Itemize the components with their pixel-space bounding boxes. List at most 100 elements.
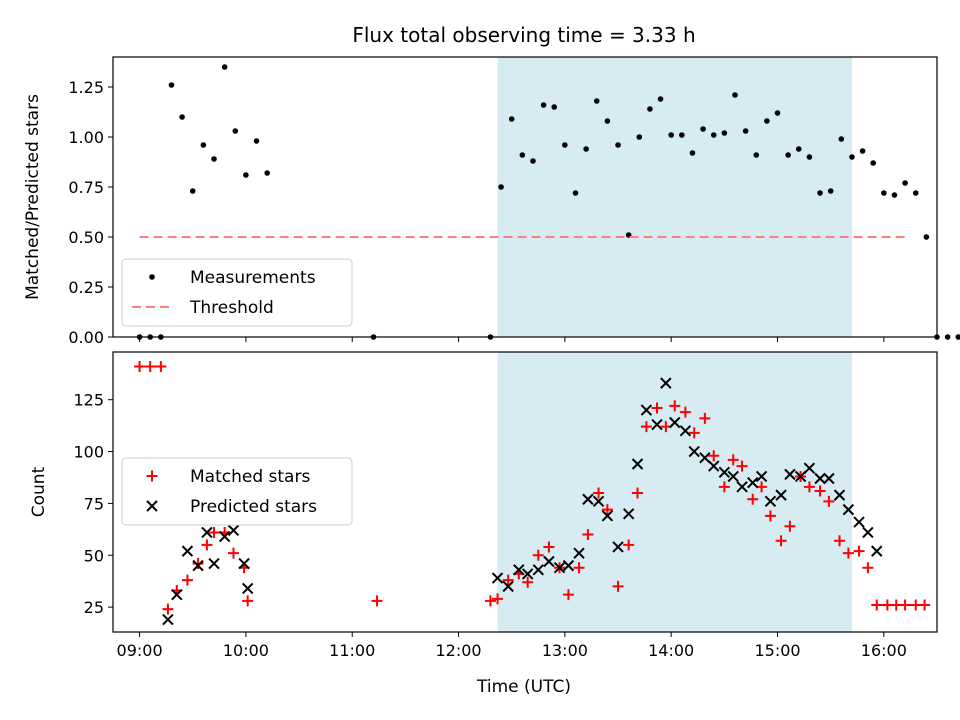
matched-star-point bbox=[632, 487, 644, 499]
measurement-point bbox=[647, 106, 653, 112]
y-tick-label: 25 bbox=[84, 598, 104, 617]
measurement-point bbox=[785, 152, 791, 158]
measurement-point bbox=[636, 134, 643, 140]
measurement-point bbox=[955, 334, 960, 340]
matched-star-point bbox=[562, 589, 574, 601]
matched-star-point bbox=[834, 535, 846, 547]
predicted-star-point bbox=[755, 470, 768, 483]
measurement-point bbox=[732, 92, 738, 98]
measurement-point bbox=[859, 148, 866, 154]
legend-swatch-predicted bbox=[146, 500, 158, 512]
measurement-point bbox=[604, 118, 611, 124]
bottom-shaded-region bbox=[497, 352, 852, 632]
predicted-star-point bbox=[622, 508, 635, 520]
measurement-point bbox=[530, 158, 536, 164]
predicted-star-point bbox=[562, 559, 575, 572]
measurement-point bbox=[211, 156, 217, 162]
x-tick-label: 14:00 bbox=[648, 641, 694, 660]
predicted-star-point bbox=[764, 495, 777, 508]
matched-star-point bbox=[522, 576, 534, 588]
top-marks bbox=[136, 64, 960, 340]
predicted-star-point bbox=[218, 530, 231, 543]
top-y-axis-label: Matched/Predicted stars bbox=[23, 94, 43, 300]
predicted-star-point bbox=[521, 568, 534, 580]
matched-star-point bbox=[871, 599, 883, 611]
measurement-point bbox=[679, 132, 685, 138]
predicted-star-point bbox=[573, 547, 585, 559]
legend-label: Threshold bbox=[189, 298, 274, 318]
predicted-star-point bbox=[727, 470, 739, 483]
measurement-point bbox=[168, 82, 175, 88]
measurement-point bbox=[221, 64, 228, 70]
predicted-star-point bbox=[171, 588, 183, 601]
measurement-point bbox=[764, 118, 770, 124]
predicted-star-point bbox=[601, 510, 614, 522]
legend-swatch-matched bbox=[146, 470, 158, 482]
predicted-star-point bbox=[871, 545, 883, 557]
predicted-star-point bbox=[631, 458, 644, 470]
predicted-star-point bbox=[543, 555, 555, 568]
bottom-y-axis-label: Count bbox=[29, 466, 49, 517]
measurement-point bbox=[540, 102, 547, 108]
measurement-point bbox=[849, 154, 855, 160]
matched-star-point bbox=[134, 361, 146, 373]
predicted-star-point bbox=[532, 564, 544, 576]
measurement-point bbox=[817, 190, 823, 196]
measurement-point bbox=[179, 114, 185, 120]
matched-star-point bbox=[242, 595, 254, 607]
legend-label: Matched stars bbox=[190, 467, 310, 487]
predicted-star-point bbox=[162, 613, 174, 626]
matched-star-point bbox=[582, 529, 594, 541]
measurement-point bbox=[668, 132, 674, 138]
predicted-star-point bbox=[502, 580, 514, 593]
matched-star-point bbox=[718, 481, 730, 493]
measurement-point bbox=[774, 110, 781, 116]
measurement-point bbox=[243, 172, 249, 178]
x-tick-label: 10:00 bbox=[223, 641, 269, 660]
measurement-point bbox=[551, 104, 558, 110]
measurement-point bbox=[710, 132, 717, 138]
predicted-star-point bbox=[747, 476, 759, 489]
predicted-star-point bbox=[784, 468, 796, 481]
matched-star-point bbox=[784, 520, 796, 532]
legend-box bbox=[121, 457, 353, 526]
matched-star-point bbox=[803, 481, 815, 493]
measurement-point bbox=[572, 190, 579, 196]
measurement-point bbox=[827, 188, 834, 194]
predicted-star-point bbox=[513, 564, 525, 576]
measurement-point bbox=[806, 154, 813, 160]
measurement-point bbox=[232, 128, 239, 134]
predicted-star-point bbox=[192, 559, 204, 572]
y-tick-label: 0.50 bbox=[68, 228, 104, 247]
measurement-point bbox=[657, 96, 664, 102]
predicted-star-point bbox=[651, 418, 663, 431]
measurement-point bbox=[891, 192, 898, 198]
matched-star-point bbox=[842, 547, 854, 559]
measurement-point bbox=[189, 188, 196, 194]
y-tick-label: 0.75 bbox=[68, 178, 104, 197]
legend-swatch-measurements bbox=[149, 274, 155, 280]
y-tick-label: 0.25 bbox=[68, 278, 104, 297]
y-tick-label: 75 bbox=[84, 494, 104, 513]
measurement-point bbox=[593, 98, 600, 104]
matched-star-point bbox=[862, 562, 874, 574]
matched-star-point bbox=[573, 562, 585, 574]
matched-star-point bbox=[371, 595, 383, 607]
measurement-point bbox=[253, 138, 260, 144]
matched-star-point bbox=[144, 361, 156, 373]
predicted-star-point bbox=[862, 526, 874, 539]
predicted-star-point bbox=[640, 404, 653, 416]
predicted-star-point bbox=[842, 503, 855, 516]
measurement-point bbox=[795, 146, 802, 152]
matched-star-point bbox=[736, 460, 748, 472]
matched-star-point bbox=[823, 495, 835, 507]
bottom-plot-frame bbox=[112, 351, 938, 633]
bottom-axes: 09:00 10:00 11:00 12:00 13:00 14:00 15:00 16:00… bbox=[73, 391, 906, 660]
y-tick-label: 1.25 bbox=[68, 78, 104, 97]
matched-star-point bbox=[593, 487, 605, 499]
matched-star-point bbox=[192, 558, 204, 570]
measurement-point bbox=[508, 116, 515, 122]
predicted-star-point bbox=[823, 472, 835, 485]
predicted-star-point bbox=[775, 489, 787, 501]
matched-star-point bbox=[181, 574, 193, 586]
